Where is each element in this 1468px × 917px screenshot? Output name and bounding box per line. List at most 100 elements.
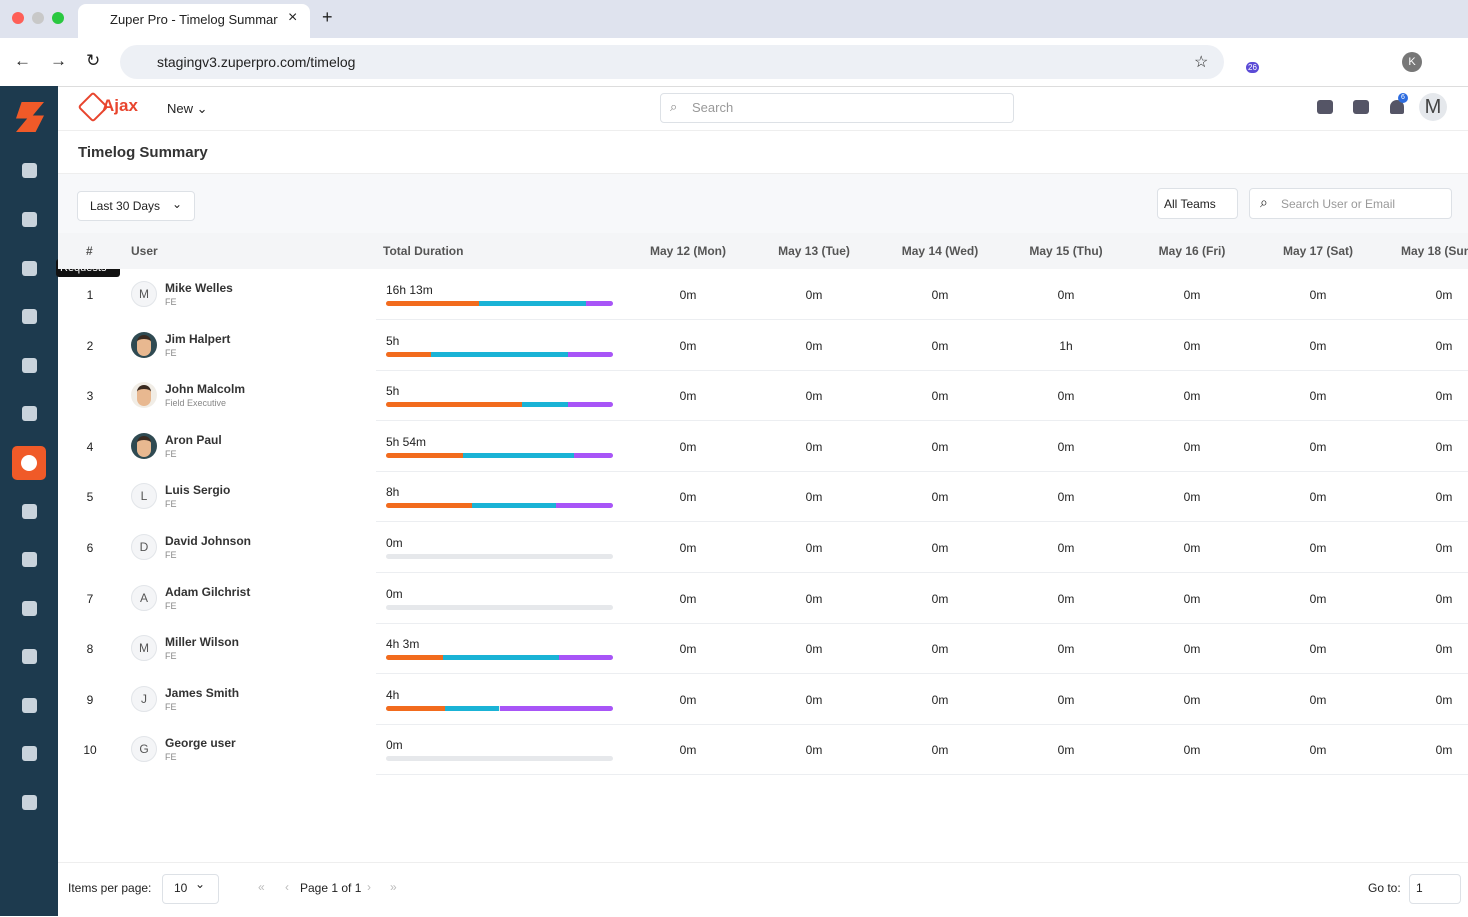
bookmark[interactable]: ☆ xyxy=(1194,54,1209,71)
day-duration: 0m xyxy=(679,692,697,707)
nav-icon[interactable] xyxy=(22,698,37,713)
address-bar[interactable] xyxy=(120,45,1224,79)
day-duration: 0m xyxy=(1435,490,1453,505)
nav-icon[interactable] xyxy=(22,358,37,373)
avatar: M xyxy=(131,281,157,307)
avatar-face xyxy=(137,334,151,356)
per-page-label: Items per page: xyxy=(68,881,152,895)
day-duration: 0m xyxy=(1435,338,1453,353)
day-duration: 0m xyxy=(1435,541,1453,555)
last-page[interactable]: » xyxy=(390,880,397,894)
profile[interactable]: K xyxy=(1402,52,1422,72)
day-duration: 0m xyxy=(679,490,697,505)
duration-segment xyxy=(463,452,575,458)
duration-segment xyxy=(574,452,613,458)
first-page[interactable]: « xyxy=(258,880,265,894)
forward[interactable]: → xyxy=(50,51,67,70)
max-dot[interactable] xyxy=(52,12,64,24)
day-duration: 0m xyxy=(1183,288,1201,302)
row-index: 5 xyxy=(86,490,94,505)
back[interactable]: ← xyxy=(14,51,31,70)
row-index: 7 xyxy=(86,591,94,606)
chevron: ⌄ xyxy=(195,877,206,891)
user-name: George user xyxy=(165,736,236,751)
tab[interactable] xyxy=(78,4,310,38)
duration-segment xyxy=(386,655,443,661)
team-filter[interactable] xyxy=(1157,188,1238,219)
day-duration: 0m xyxy=(805,288,823,302)
user-role: FE xyxy=(165,550,177,560)
user-search[interactable] xyxy=(1249,188,1452,219)
announce-icon[interactable] xyxy=(1317,100,1333,114)
new-button[interactable]: New ⌄ xyxy=(167,101,208,116)
day-duration: 0m xyxy=(805,692,823,707)
user-name: Jim Halpert xyxy=(165,331,231,346)
bell-icon[interactable] xyxy=(1390,100,1404,114)
brand: Ajax xyxy=(102,96,138,115)
nav-icon[interactable] xyxy=(22,212,37,227)
day-duration: 0m xyxy=(805,389,823,404)
search-placeholder: Search xyxy=(692,100,734,115)
page-title: Timelog Summary xyxy=(78,144,208,161)
goto-input[interactable] xyxy=(1409,874,1461,904)
nav-icon[interactable] xyxy=(22,261,37,276)
per-page-select[interactable] xyxy=(162,874,219,904)
new-tab[interactable]: + xyxy=(322,7,333,27)
tab-close[interactable]: × xyxy=(288,9,298,26)
avatar: L xyxy=(131,483,157,510)
nav-icon[interactable] xyxy=(22,552,37,567)
avatar-face xyxy=(137,385,151,407)
avatar: A xyxy=(131,584,157,611)
day-duration: 0m xyxy=(1309,591,1327,606)
total-duration: 4h 3m xyxy=(386,637,420,652)
day-duration: 0m xyxy=(931,642,949,657)
user-role: FE xyxy=(165,752,177,763)
chat-icon[interactable] xyxy=(1353,100,1369,114)
next-page[interactable]: › xyxy=(367,880,371,894)
day-duration: 0m xyxy=(805,541,823,555)
duration-segment xyxy=(386,351,432,357)
tab-title: Zuper Pro - Timelog Summary xyxy=(110,12,278,27)
day-duration: 0m xyxy=(931,743,949,758)
nav-icon[interactable] xyxy=(22,601,37,616)
notification-count: 6 xyxy=(1398,93,1408,103)
duration-segment xyxy=(442,655,559,661)
duration-segment xyxy=(386,301,480,306)
day-duration: 0m xyxy=(1057,642,1075,657)
nav-icon[interactable] xyxy=(22,746,37,761)
nav-icon[interactable] xyxy=(22,309,37,324)
nav-icon[interactable] xyxy=(22,795,37,810)
day-duration: 0m xyxy=(931,591,949,606)
nav-icon[interactable] xyxy=(22,504,37,519)
duration-segment xyxy=(479,301,586,306)
nav-icon[interactable] xyxy=(22,406,37,421)
user-avatar[interactable]: M xyxy=(1419,93,1447,121)
column-header: User xyxy=(131,244,158,258)
chevron: ⌄ xyxy=(172,197,183,211)
date-filter[interactable] xyxy=(77,191,195,221)
table-header xyxy=(58,233,1468,269)
nav-icon[interactable] xyxy=(22,649,37,664)
search-box[interactable] xyxy=(660,93,1014,123)
day-duration: 0m xyxy=(805,439,823,454)
day-duration: 0m xyxy=(1309,692,1327,707)
day-duration: 0m xyxy=(1183,439,1201,454)
user-name: Adam Gilchrist xyxy=(165,584,251,599)
reload[interactable]: ↻ xyxy=(86,51,101,70)
user-role: FE xyxy=(165,499,177,510)
nav-icon[interactable] xyxy=(22,163,37,178)
column-header: May 14 (Wed) xyxy=(901,244,979,258)
prev-page[interactable]: ‹ xyxy=(285,880,289,894)
min-dot[interactable] xyxy=(32,12,44,24)
day-duration: 0m xyxy=(679,743,697,758)
user-role: FE xyxy=(165,701,177,712)
day-duration: 0m xyxy=(931,389,949,404)
day-duration: 0m xyxy=(931,692,949,707)
total-duration: 16h 13m xyxy=(386,283,433,297)
duration-segment xyxy=(556,503,613,509)
day-duration: 0m xyxy=(1183,541,1201,555)
close-dot[interactable] xyxy=(12,12,24,24)
day-duration: 0m xyxy=(1309,439,1327,454)
column-header: May 13 (Tue) xyxy=(778,244,850,258)
